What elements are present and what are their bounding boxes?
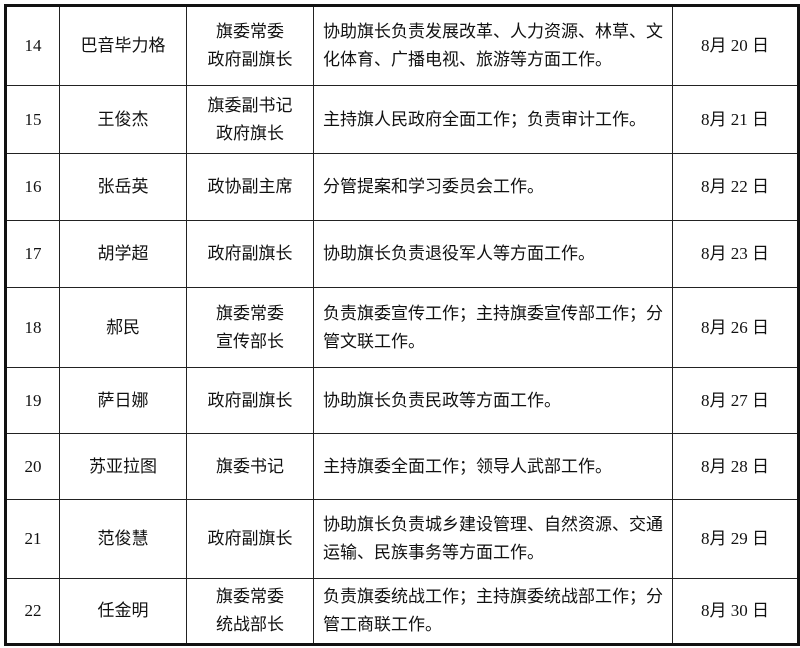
duty-cell: 协助旗长负责民政等方面工作。 <box>313 367 673 434</box>
title-cell: 政府副旗长 <box>186 499 314 579</box>
date-cell: 8月 23 日 <box>672 220 799 288</box>
duty-cell: 主持旗人民政府全面工作；负责审计工作。 <box>313 85 673 154</box>
title-cell: 政府副旗长 <box>186 367 314 434</box>
title-line: 政府副旗长 <box>207 390 293 410</box>
duty-cell: 协助旗长负责发展改革、人力资源、林草、文化体育、广播电视、旅游等方面工作。 <box>313 5 673 86</box>
title-line: 政府副旗长 <box>207 529 293 548</box>
date-cell: 8月 29 日 <box>672 499 799 579</box>
row-number-cell: 16 <box>5 153 60 221</box>
date-cell: 8月 30 日 <box>672 578 799 645</box>
title-line: 旗委副书记 <box>207 95 293 115</box>
row-number-cell: 14 <box>5 5 60 86</box>
row-number-cell: 20 <box>5 433 60 500</box>
date-cell: 8月 20 日 <box>672 5 799 86</box>
title-line: 统战部长 <box>216 615 284 634</box>
row-number-cell: 18 <box>5 287 60 368</box>
row-number-cell: 22 <box>5 578 60 645</box>
duty-cell: 分管提案和学习委员会工作。 <box>313 153 673 221</box>
title-line: 政协副主席 <box>207 177 293 196</box>
row-number-cell: 21 <box>5 499 60 579</box>
title-line: 旗委书记 <box>216 456 284 476</box>
name-cell: 苏亚拉图 <box>59 433 187 500</box>
name-cell: 张岳英 <box>59 153 187 221</box>
title-cell: 旗委常委 统战部长 <box>186 578 314 645</box>
row-number-cell: 19 <box>5 367 60 434</box>
table-row: 16 张岳英 政协副主席 分管提案和学习委员会工作。 8月 22 日 <box>5 153 799 221</box>
duty-cell: 负责旗委宣传工作；主持旗委宣传部工作；分管文联工作。 <box>313 287 673 368</box>
title-line: 政府副旗长 <box>207 244 293 263</box>
table-row: 21 范俊慧 政府副旗长 协助旗长负责城乡建设管理、自然资源、交通运输、民族事务等方面… <box>5 499 799 579</box>
schedule-table: 14 巴音毕力格 旗委常委 政府副旗长 协助旗长负责发展改革、人力资源、林草、文化体育、… <box>4 4 800 646</box>
table-row: 17 胡学超 政府副旗长 协助旗长负责退役军人等方面工作。 8月 23 日 <box>5 220 799 288</box>
title-cell: 旗委常委 宣传部长 <box>186 287 314 368</box>
title-cell: 旗委常委 政府副旗长 <box>186 5 314 86</box>
name-cell: 胡学超 <box>59 220 187 288</box>
date-cell: 8月 26 日 <box>672 287 799 368</box>
title-line: 旗委常委 <box>216 22 284 41</box>
title-cell: 政府副旗长 <box>186 220 314 288</box>
name-cell: 巴音毕力格 <box>59 5 187 86</box>
row-number-cell: 15 <box>5 85 60 154</box>
date-cell: 8月 27 日 <box>672 367 799 434</box>
table-row: 22 任金明 旗委常委 统战部长 负责旗委统战工作；主持旗委统战部工作；分管工商联工作。… <box>5 578 799 645</box>
date-cell: 8月 28 日 <box>672 433 799 500</box>
title-cell: 旗委书记 <box>186 433 314 500</box>
name-cell: 任金明 <box>59 578 187 645</box>
title-line: 政府旗长 <box>216 123 284 143</box>
table-row: 15 王俊杰 旗委副书记 政府旗长 主持旗人民政府全面工作；负责审计工作。 8月 21 日 <box>5 85 799 154</box>
table-row: 20 苏亚拉图 旗委书记 主持旗委全面工作；领导人武部工作。 8月 28 日 <box>5 433 799 500</box>
table-row: 19 萨日娜 政府副旗长 协助旗长负责民政等方面工作。 8月 27 日 <box>5 367 799 434</box>
table-row: 14 巴音毕力格 旗委常委 政府副旗长 协助旗长负责发展改革、人力资源、林草、文化体育、… <box>5 5 799 86</box>
duty-cell: 协助旗长负责城乡建设管理、自然资源、交通运输、民族事务等方面工作。 <box>313 499 673 579</box>
date-cell: 8月 21 日 <box>672 85 799 154</box>
row-number-cell: 17 <box>5 220 60 288</box>
duty-cell: 负责旗委统战工作；主持旗委统战部工作；分管工商联工作。 <box>313 578 673 645</box>
name-cell: 范俊慧 <box>59 499 187 579</box>
date-cell: 8月 22 日 <box>672 153 799 221</box>
duty-cell: 主持旗委全面工作；领导人武部工作。 <box>313 433 673 500</box>
title-line: 政府副旗长 <box>207 50 293 69</box>
title-line: 旗委常委 <box>216 303 284 323</box>
title-cell: 旗委副书记 政府旗长 <box>186 85 314 154</box>
title-cell: 政协副主席 <box>186 153 314 221</box>
name-cell: 萨日娜 <box>59 367 187 434</box>
duty-cell: 协助旗长负责退役军人等方面工作。 <box>313 220 673 288</box>
title-line: 旗委常委 <box>216 587 284 606</box>
name-cell: 郝民 <box>59 287 187 368</box>
name-cell: 王俊杰 <box>59 85 187 154</box>
title-line: 宣传部长 <box>216 331 284 351</box>
table-row: 18 郝民 旗委常委 宣传部长 负责旗委宣传工作；主持旗委宣传部工作；分管文联工作。 8月… <box>5 287 799 368</box>
